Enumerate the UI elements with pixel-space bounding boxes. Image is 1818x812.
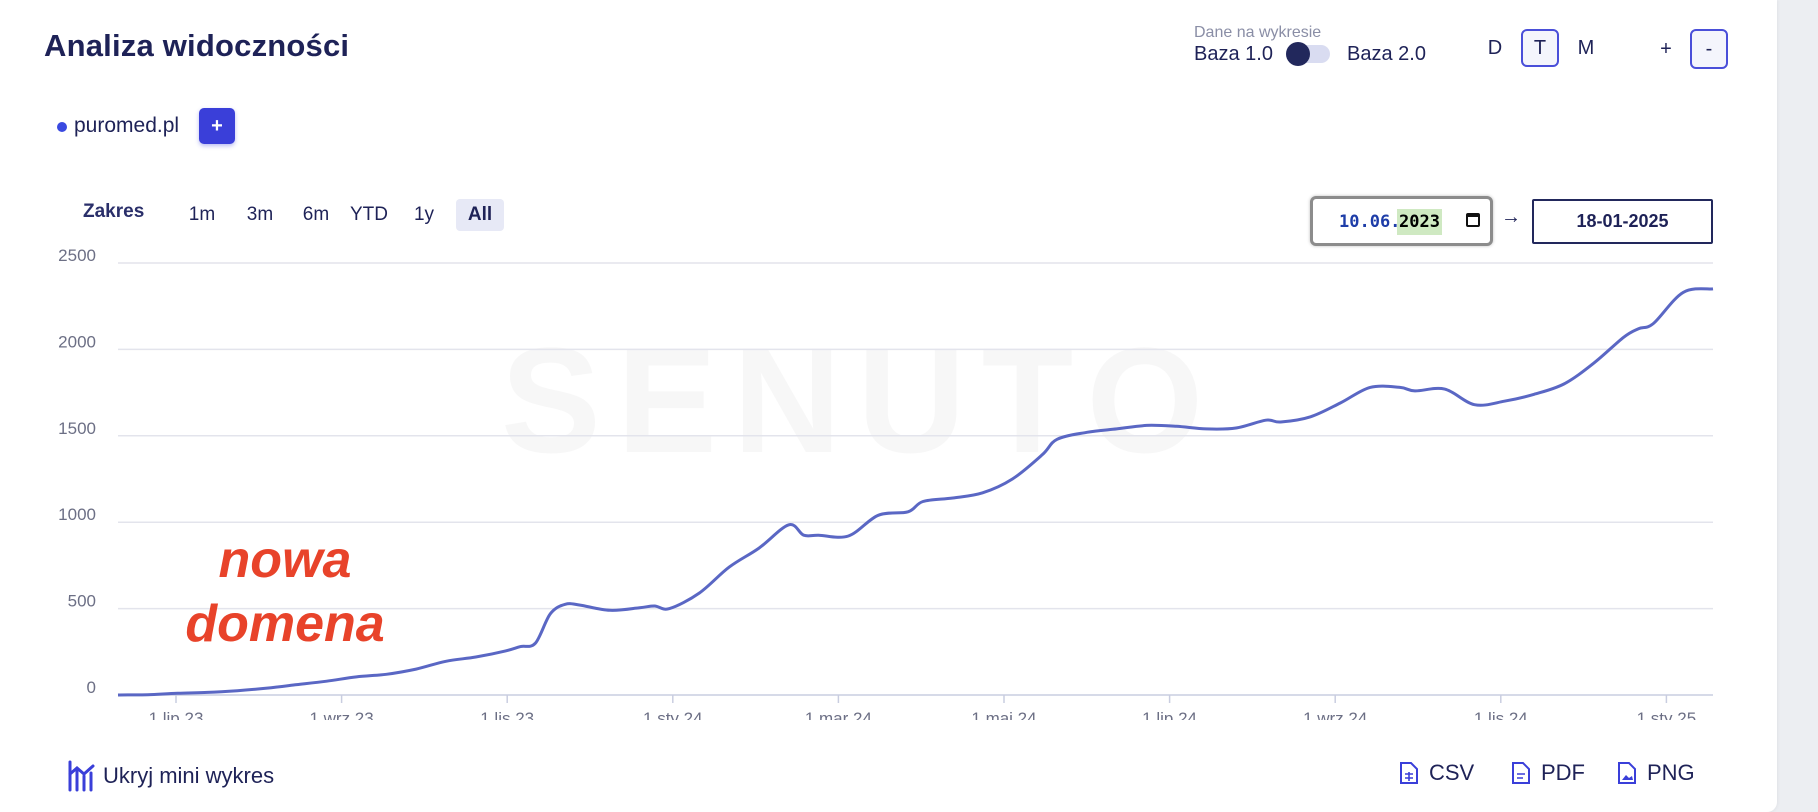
period-week-button[interactable]: T [1521,29,1559,67]
add-domain-button[interactable]: + [199,108,235,144]
visibility-card: Analiza widoczności Dane na wykresie Baz… [0,0,1777,812]
y-tick-label: 2000 [58,332,96,351]
x-tick-label: 1 sty 24 [643,709,703,720]
x-tick-label: 1 mar 24 [805,709,872,720]
y-tick-label: 1000 [58,505,96,524]
x-tick-label: 1 lip 24 [1142,709,1197,720]
hide-mini-chart-label: Ukryj mini wykres [103,763,275,788]
series-line[interactable] [117,287,1714,697]
export-csv-button[interactable]: CSV [1399,760,1474,786]
annotation-text: nowa domena [150,528,420,656]
x-axis: 1 lip 23 1 wrz 23 1 lis 23 1 sty 24 1 mar 24… [149,695,1697,720]
legend-domain[interactable]: puromed.pl [74,114,180,137]
database-left-label: Baza 1.0 [1194,43,1273,65]
range-6m-button[interactable]: 6m [302,204,330,225]
x-tick-label: 1 lis 24 [1474,709,1528,720]
database-right-label: Baza 2.0 [1347,43,1426,65]
range-3m-button[interactable]: 3m [246,204,274,225]
y-axis: 0 500 1000 1500 2000 2500 [58,246,96,697]
bar-chart-icon [68,760,95,792]
y-tick-label: 500 [68,592,96,611]
range-label: Zakres [83,201,145,222]
date-from-input[interactable]: 10.06. 2023 [1310,196,1493,246]
y-tick-label: 0 [87,678,96,697]
zoom-out-button[interactable]: - [1690,29,1728,69]
zoom-in-button[interactable]: + [1660,37,1672,60]
png-label: PNG [1647,760,1695,785]
export-pdf-button[interactable]: PDF [1511,760,1585,786]
hide-mini-chart-button[interactable]: Ukryj mini wykres [67,760,274,792]
annotation-line-1: nowa [218,531,352,589]
range-all-button[interactable]: All [456,199,504,231]
csv-file-icon [1400,762,1418,784]
range-arrow-icon: → [1501,206,1521,228]
database-caption: Dane na wykresie [1194,24,1322,41]
database-toggle[interactable] [1286,42,1330,66]
date-to-input[interactable]: 18-01-2025 [1532,199,1713,244]
chart-grid [118,262,1713,696]
y-tick-label: 1500 [58,419,96,438]
csv-label: CSV [1429,760,1475,785]
pdf-file-icon [1512,762,1530,784]
x-tick-label: 1 wrz 23 [309,709,373,720]
x-tick-label: 1 lis 23 [480,709,534,720]
legend-dot-icon [57,122,67,132]
range-1y-button[interactable]: 1y [413,204,435,225]
period-day-button[interactable]: D [1487,36,1503,59]
x-tick-label: 1 lip 23 [149,709,204,720]
visibility-chart: SENUTO 0 500 1000 1500 2000 2500 1 lip 23 1 wr… [58,246,1714,720]
period-month-button[interactable]: M [1577,36,1595,59]
watermark: SENUTO [501,316,1219,484]
date-from-day-month: 10.06. [1339,212,1401,232]
annotation-line-2: domena [185,595,385,653]
export-png-button[interactable]: PNG [1617,760,1695,786]
x-tick-label: 1 wrz 24 [1303,709,1367,720]
range-ytd-button[interactable]: YTD [350,204,388,225]
range-1m-button[interactable]: 1m [188,204,216,225]
x-tick-label: 1 maj 24 [971,709,1036,720]
png-file-icon [1618,762,1636,784]
calendar-icon[interactable] [1466,213,1480,227]
date-from-year: 2023 [1397,209,1442,235]
page-title: Analiza widoczności [44,28,350,63]
x-tick-label: 1 sty 25 [1637,709,1697,720]
toggle-knob [1286,42,1310,66]
y-tick-label: 2500 [58,246,96,265]
pdf-label: PDF [1541,760,1585,785]
